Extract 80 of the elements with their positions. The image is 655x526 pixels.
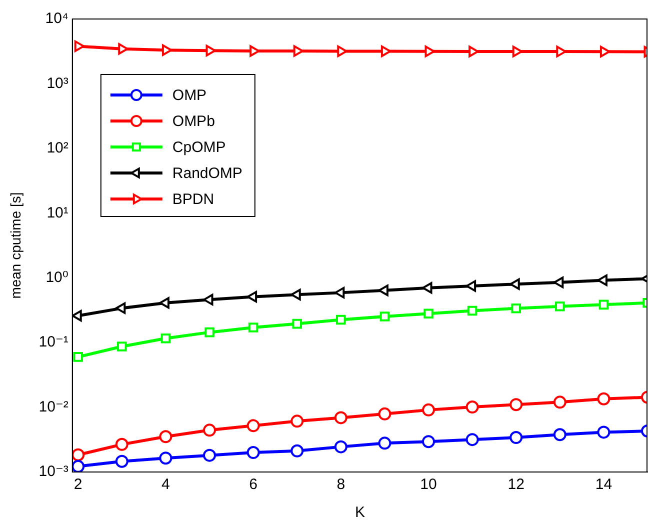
point xyxy=(553,396,566,409)
point xyxy=(72,460,85,472)
point xyxy=(159,430,172,444)
point xyxy=(334,411,348,424)
point xyxy=(336,314,346,325)
point xyxy=(115,454,128,468)
point xyxy=(290,288,301,300)
point xyxy=(555,301,565,312)
point xyxy=(597,274,608,286)
point xyxy=(202,448,216,462)
point xyxy=(380,312,390,322)
point xyxy=(246,446,260,460)
point xyxy=(378,436,392,450)
point xyxy=(72,448,85,462)
point xyxy=(553,276,564,288)
x-tick-label: 8 xyxy=(336,476,346,494)
point xyxy=(204,327,214,338)
point xyxy=(202,424,216,437)
point xyxy=(293,45,304,57)
y-tick-label: 10⁻¹ xyxy=(38,334,68,351)
point xyxy=(159,452,172,465)
point xyxy=(206,44,216,56)
point xyxy=(380,46,392,58)
point xyxy=(597,392,610,406)
point xyxy=(248,322,258,332)
point xyxy=(162,44,172,56)
x-tick-label: 2 xyxy=(74,476,82,494)
point xyxy=(117,342,127,352)
y-tick-label: 10³ xyxy=(46,74,68,92)
point xyxy=(422,403,435,416)
point xyxy=(466,280,476,292)
point xyxy=(510,431,523,444)
legend-label: BPDN xyxy=(172,191,214,208)
y-tick-label: 10⁻² xyxy=(38,398,68,416)
x-tick-label: 6 xyxy=(249,476,258,494)
point xyxy=(246,419,260,432)
point xyxy=(160,334,171,344)
point xyxy=(424,308,434,319)
y-axis-title: mean cputime [s] xyxy=(7,192,24,299)
y-tick-label: 10⁻³ xyxy=(38,463,68,480)
point xyxy=(597,426,610,439)
y-tick-label: 10² xyxy=(46,140,68,157)
point xyxy=(510,398,523,412)
legend-label: OMP xyxy=(172,87,207,104)
point xyxy=(334,440,348,454)
point xyxy=(246,291,258,303)
y-tick-label: 10⁴ xyxy=(45,10,68,28)
point xyxy=(466,400,479,414)
point xyxy=(290,414,304,428)
point xyxy=(553,428,566,442)
x-tick-label: 4 xyxy=(162,476,170,494)
point xyxy=(334,286,345,298)
legend-label: RandOMP xyxy=(172,165,242,182)
point xyxy=(467,306,478,316)
point xyxy=(510,278,520,290)
y-tick-label: 10¹ xyxy=(46,204,68,222)
point xyxy=(424,46,435,58)
point xyxy=(511,303,521,314)
x-tick-label: 10 xyxy=(420,476,437,494)
x-tick-label: 14 xyxy=(595,476,612,494)
point xyxy=(337,45,348,57)
point xyxy=(378,284,388,296)
point xyxy=(74,40,85,52)
point xyxy=(422,435,435,448)
point xyxy=(290,444,304,458)
point xyxy=(250,45,260,57)
point xyxy=(378,407,392,420)
x-axis-title: K xyxy=(354,504,365,522)
point xyxy=(598,300,609,310)
legend-label: OMPb xyxy=(172,113,215,130)
point xyxy=(73,352,83,362)
point xyxy=(115,438,128,451)
y-tick-label: 10⁰ xyxy=(46,269,68,286)
point xyxy=(292,318,302,329)
x-tick-label: 12 xyxy=(508,476,524,494)
point xyxy=(422,282,432,294)
point xyxy=(72,310,82,322)
point xyxy=(118,43,128,55)
point xyxy=(466,433,479,446)
legend-label: CpOMP xyxy=(172,139,226,156)
